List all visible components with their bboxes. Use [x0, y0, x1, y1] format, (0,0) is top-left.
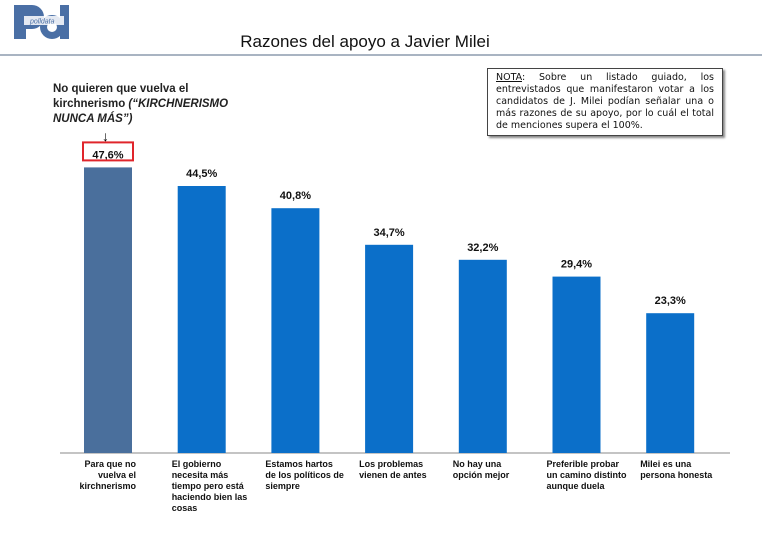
data-label: 32,2%: [467, 242, 498, 254]
header-divider: [0, 54, 762, 56]
svg-text:polldata: polldata: [29, 19, 55, 26]
arrow-down-icon: ↓: [102, 128, 109, 144]
category-label: Preferible probar un camino distinto aun…: [546, 459, 627, 491]
note-label: NOTA: [496, 72, 522, 83]
bar: [365, 244, 414, 453]
category-label: Estamos hartos de los políticos de siemp…: [265, 459, 344, 491]
data-label: 23,3%: [655, 295, 686, 307]
bar: [271, 208, 320, 453]
annotation-quote: (“KIRCHNERISMO NUNCA MÁS”): [53, 98, 229, 125]
annotation-text: No quieren que vuelva el kirchnerismo: [53, 83, 189, 110]
category-label: Para que no vuelva el kirchnerismo: [79, 459, 136, 491]
category-label: El gobierno necesita más tiempo pero est…: [171, 459, 248, 513]
bar: [552, 276, 601, 453]
bar: [177, 186, 226, 453]
data-label: 40,8%: [280, 190, 311, 202]
annotation: No quieren que vuelva el kirchnerismo (“…: [53, 82, 233, 127]
page-title: Razones del apoyo a Javier Milei: [240, 32, 490, 51]
data-label: 47,6%: [92, 149, 123, 161]
polldata-logo: polldata: [12, 3, 72, 46]
data-label: 34,7%: [373, 227, 404, 239]
data-label: 29,4%: [561, 259, 592, 271]
bar: [84, 167, 132, 453]
category-label: Los problemas vienen de antes: [359, 459, 427, 480]
note-box: NOTA: Sobre un listado guiado, los entre…: [487, 68, 723, 136]
category-label: No hay una opción mejor: [452, 459, 510, 480]
category-label: Milei es una persona honesta: [640, 459, 713, 480]
bar: [646, 313, 695, 453]
data-label: 44,5%: [186, 168, 217, 180]
bar: [458, 259, 507, 453]
highlight-box: [82, 141, 134, 162]
note-text: : Sobre un listado guiado, los entrevist…: [496, 72, 714, 131]
